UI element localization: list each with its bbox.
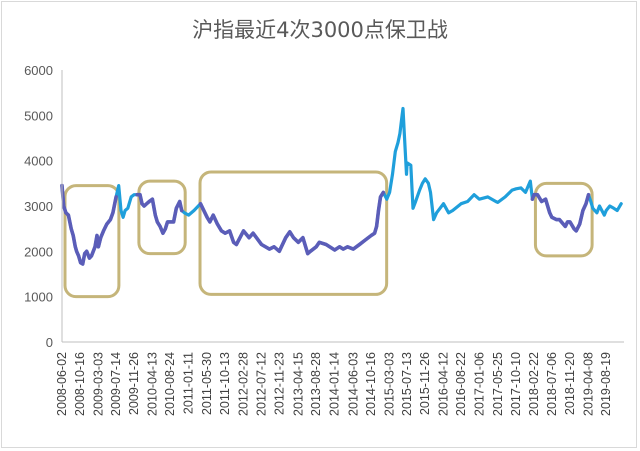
highlight-box bbox=[63, 184, 121, 299]
x-tick-label: 2013-04-15 bbox=[291, 352, 305, 416]
x-tick-label: 2014-01-14 bbox=[328, 352, 342, 416]
x-tick-label: 2012-07-12 bbox=[254, 352, 268, 416]
x-tick-label: 2017-10-10 bbox=[509, 352, 523, 416]
x-tick-label: 2018-07-06 bbox=[545, 352, 559, 416]
x-tick-label: 2017-01-06 bbox=[472, 352, 486, 416]
highlight-segment bbox=[530, 192, 591, 233]
x-tick-label: 2014-06-03 bbox=[346, 352, 360, 416]
x-tick-label: 2011-05-30 bbox=[200, 352, 214, 415]
x-tick-label: 2013-08-28 bbox=[309, 352, 323, 416]
x-tick-label: 2019-04-08 bbox=[582, 352, 596, 416]
x-tick-label: 2009-11-26 bbox=[127, 352, 141, 415]
highlight-segment bbox=[135, 192, 184, 235]
x-tick-label: 2012-11-23 bbox=[272, 352, 286, 415]
highlight-boxes bbox=[63, 170, 594, 299]
y-tick-label: 3000 bbox=[24, 199, 53, 214]
x-tick-label: 2011-01-11 bbox=[182, 352, 196, 414]
x-tick-label: 2009-03-03 bbox=[91, 352, 105, 416]
y-tick-label: 0 bbox=[46, 335, 53, 350]
x-tick-label: 2008-06-02 bbox=[55, 352, 69, 416]
x-tick-label: 2008-10-16 bbox=[73, 352, 87, 416]
y-tick-label: 2000 bbox=[24, 244, 53, 259]
x-tick-label: 2011-10-13 bbox=[218, 352, 232, 415]
x-tick-label: 2012-02-28 bbox=[237, 352, 251, 416]
x-tick-label: 2016-04-12 bbox=[437, 352, 451, 416]
y-tick-label: 1000 bbox=[24, 290, 53, 305]
chart-title: 沪指最近4次3000点保卫战 bbox=[192, 18, 448, 42]
highlight-segment bbox=[60, 183, 118, 266]
x-tick-label: 2018-02-22 bbox=[527, 352, 541, 416]
x-tick-label: 2010-08-24 bbox=[163, 352, 177, 416]
x-tick-label: 2017-05-25 bbox=[491, 352, 505, 416]
highlight-box bbox=[137, 179, 187, 256]
x-axis: 2008-06-02 2008-10-16 2009-03-03 2009-07-14… bbox=[55, 341, 624, 416]
x-tick-label: 2018-11-20 bbox=[563, 352, 577, 415]
series-lines bbox=[60, 106, 623, 266]
highlight-box bbox=[198, 170, 389, 296]
x-tick-label: 2016-08-22 bbox=[454, 352, 468, 416]
x-tick-label: 2010-04-13 bbox=[145, 352, 159, 416]
x-tick-label: 2015-07-13 bbox=[400, 352, 414, 416]
y-axis: 0 1000 2000 3000 4000 5000 6000 bbox=[24, 63, 63, 350]
highlight-segment bbox=[198, 190, 386, 256]
x-tick-label: 2014-10-16 bbox=[364, 352, 378, 416]
x-tick-label: 2015-11-26 bbox=[418, 352, 432, 415]
y-tick-label: 6000 bbox=[24, 63, 53, 78]
highlight-box bbox=[533, 181, 594, 258]
x-tick-label: 2009-07-14 bbox=[109, 352, 123, 416]
y-tick-label: 5000 bbox=[24, 108, 53, 123]
y-tick-label: 4000 bbox=[24, 154, 53, 169]
x-tick-label: 2015-03-03 bbox=[383, 352, 397, 416]
x-tick-label: 2019-08-19 bbox=[599, 352, 613, 416]
